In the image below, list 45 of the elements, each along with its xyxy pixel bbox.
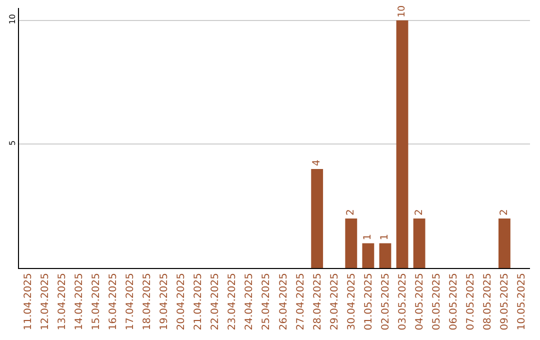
x-tick-label: 07.05.2025 bbox=[466, 273, 477, 330]
x-tick-label: 16.04.2025 bbox=[108, 273, 119, 330]
x-tick-label: 27.04.2025 bbox=[295, 273, 306, 330]
x-tick-label: 09.05.2025 bbox=[500, 273, 511, 330]
x-tick-label: 24.04.2025 bbox=[244, 273, 256, 330]
x-tick-label: 15.04.2025 bbox=[90, 273, 102, 330]
data-label: 2 bbox=[498, 209, 510, 216]
data-label: 10 bbox=[396, 5, 408, 18]
x-tick-label: 18.04.2025 bbox=[142, 273, 153, 330]
x-tick-label: 19.04.2025 bbox=[159, 273, 170, 330]
x-tick-label: 03.05.2025 bbox=[398, 273, 408, 330]
x-tick-label: 10.05.2025 bbox=[516, 273, 528, 330]
data-label: 1 bbox=[362, 234, 374, 240]
x-tick-label: 23.04.2025 bbox=[227, 273, 238, 330]
data-label: 4 bbox=[312, 160, 323, 166]
x-tick-label: 22.04.2025 bbox=[210, 273, 222, 330]
data-label: 2 bbox=[346, 209, 357, 216]
x-tick-label: 21.04.2025 bbox=[193, 273, 204, 330]
x-tick-label: 12.04.2025 bbox=[40, 273, 51, 330]
bar bbox=[498, 218, 510, 268]
x-tick-label: 04.05.2025 bbox=[414, 273, 426, 330]
bar bbox=[311, 168, 324, 268]
bar bbox=[413, 218, 426, 268]
bar bbox=[345, 218, 358, 268]
bar bbox=[362, 243, 374, 268]
x-tick-label: 14.04.2025 bbox=[74, 273, 85, 330]
x-tick-label: 08.05.2025 bbox=[482, 273, 494, 330]
x-tick-label: 30.04.2025 bbox=[346, 273, 358, 330]
x-tick-label: 29.04.2025 bbox=[329, 273, 340, 330]
y-tick-label: 5 bbox=[8, 140, 17, 146]
x-tick-label: 17.04.2025 bbox=[124, 273, 136, 330]
x-tick-label: 26.04.2025 bbox=[278, 273, 290, 330]
x-tick-label: 02.05.2025 bbox=[380, 273, 392, 330]
data-label: 2 bbox=[414, 209, 425, 216]
x-tick-label: 20.04.2025 bbox=[176, 273, 188, 330]
x-tick-label: 13.04.2025 bbox=[56, 273, 68, 330]
x-tick-label: 28.04.2025 bbox=[312, 273, 324, 330]
x-tick-label: 05.05.2025 bbox=[432, 273, 443, 330]
x-tick-label: 01.05.2025 bbox=[363, 273, 374, 330]
bar bbox=[396, 20, 408, 268]
bar bbox=[379, 243, 392, 268]
x-tick-label: 25.04.2025 bbox=[261, 273, 272, 330]
x-tick-label: 11.04.2025 bbox=[22, 273, 34, 330]
x-tick-label: 06.05.2025 bbox=[448, 273, 460, 330]
data-label: 1 bbox=[380, 234, 391, 240]
